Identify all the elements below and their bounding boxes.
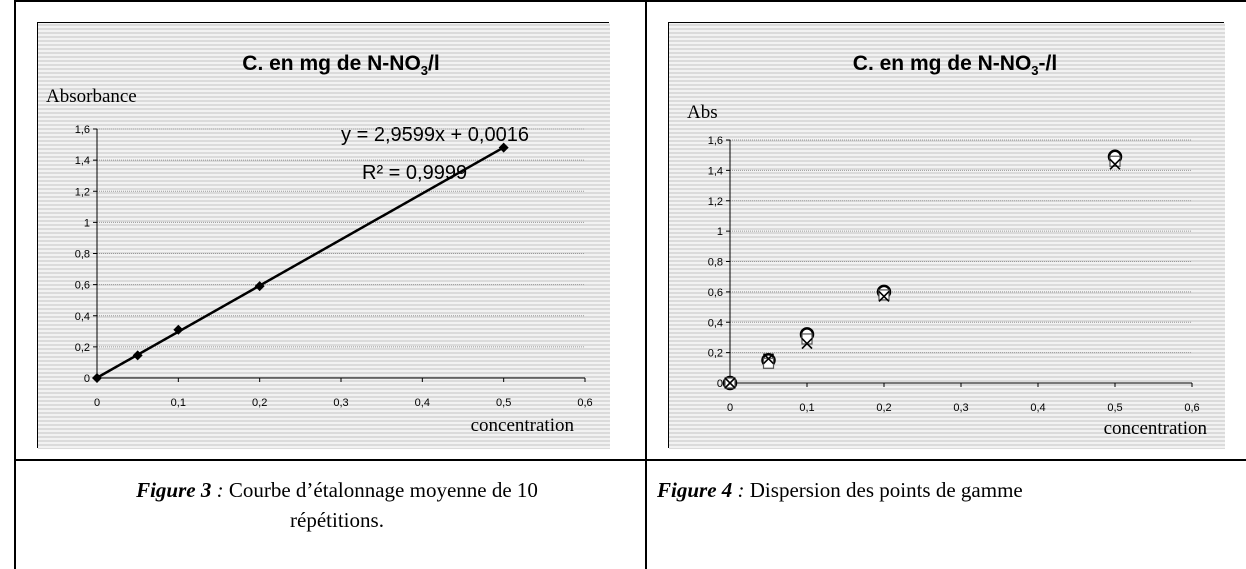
chart-figure-4-y-tick-label: 1,2 (708, 196, 723, 208)
chart-figure-3-title: C. en mg de N-NO3/l (242, 52, 439, 78)
chart-figure-3-r-squared: R² = 0,9999 (362, 162, 467, 184)
chart-figure-3-x-tick-label: 0,4 (415, 397, 430, 409)
chart-figure-3-y-tick-label: 1,4 (75, 155, 90, 167)
chart-figure-4-y-tick-label: 0,2 (708, 348, 723, 360)
chart-figure-4-y-tick-label: 1,4 (708, 165, 723, 177)
chart-figure-3-trendline (96, 146, 505, 379)
chart-figure-3-y-axis-label: Absorbance (46, 86, 137, 107)
figure-4-caption-text: Dispersion des points de gamme (749, 478, 1023, 502)
chart-figure-3-y-tick-label: 1,6 (75, 124, 90, 136)
figure-4-caption-label: Figure 4 (657, 478, 733, 502)
figure-3-caption-text: Courbe d’étalonnage moyenne de 10 (228, 478, 538, 502)
figure-3-caption-line-2: répétitions. (290, 508, 384, 532)
chart-figure-3-x-tick-label: 0 (94, 397, 100, 409)
chart-figure-4-series-2-point (878, 289, 890, 301)
chart-figure-4-series-3-point (1109, 158, 1121, 170)
chart-figure-4-series-3-point (762, 353, 775, 365)
chart-figure-4-y-tick-label: 1 (717, 226, 723, 238)
chart-figure-4-background (669, 23, 1225, 449)
chart-figure-4-x-tick-label: 0 (727, 402, 733, 414)
figure-4-caption-separator: : (732, 478, 750, 502)
chart-figure-3-y-tick-label: 0,8 (75, 249, 90, 261)
chart-figure-3-y-tick-label: 0,6 (75, 280, 90, 292)
chart-figure-4-y-tick-label: 0,6 (708, 287, 723, 299)
chart-figure-4-series-3-point (878, 290, 890, 302)
chart-figure-3-y-tick-label: 0 (84, 373, 90, 385)
frame-left-border (14, 0, 16, 569)
chart-figure-4-x-tick-label: 0,1 (799, 402, 814, 414)
chart-figure-3-data-point (173, 324, 184, 335)
chart-figure-3-x-tick-label: 0,6 (577, 397, 592, 409)
figure-3-caption-separator: : (211, 478, 229, 502)
chart-figure-4-series-3-point (801, 337, 813, 350)
chart-figure-4-x-axis-label: concentration (1104, 418, 1208, 439)
chart-figure-4-title: C. en mg de N-NO3-/l (853, 52, 1057, 78)
figure-3-caption-line-1: Figure 3 : Courbe d’étalonnage moyenne d… (37, 475, 637, 505)
chart-figure-4: C. en mg de N-NO3-/l Abs concentration 0… (668, 22, 1225, 449)
chart-figure-3-x-tick-label: 0,1 (171, 397, 186, 409)
chart-figure-4-y-tick-label: 0 (717, 378, 723, 390)
chart-figure-3-data-point (92, 373, 102, 383)
chart-figure-3-data-point (132, 350, 143, 361)
chart-figure-4-y-tick-label: 0,8 (708, 257, 723, 269)
figure-3-caption: Figure 3 : Courbe d’étalonnage moyenne d… (37, 475, 637, 535)
chart-figure-3-x-axis-label: concentration (471, 415, 575, 436)
frame-middle-divider (645, 0, 647, 569)
chart-figure-4-x-tick-label: 0,2 (876, 402, 891, 414)
chart-figure-4-svg: C. en mg de N-NO3-/l Abs concentration 0… (669, 23, 1225, 449)
chart-figure-3: C. en mg de N-NO3/l Absorbance concentra… (37, 22, 610, 449)
chart-figure-4-x-tick-label: 0,5 (1107, 402, 1122, 414)
frame-top-border (14, 0, 1246, 2)
chart-figure-4-x-tick-label: 0,4 (1030, 402, 1045, 414)
chart-figure-4-y-axis-label: Abs (687, 102, 718, 123)
chart-figure-4-series-2-point (1109, 155, 1121, 167)
chart-figure-3-x-tick-label: 0,2 (252, 397, 267, 409)
chart-figure-3-x-tick-label: 0,5 (496, 397, 511, 409)
figure-3-caption-label: Figure 3 (136, 478, 212, 502)
chart-figure-3-y-tick-label: 0,2 (75, 342, 90, 354)
frame-row-divider (14, 459, 1246, 461)
chart-figure-4-y-tick-label: 1,6 (708, 135, 723, 147)
chart-figure-3-svg: C. en mg de N-NO3/l Absorbance concentra… (38, 23, 610, 449)
chart-figure-3-x-tick-label: 0,3 (333, 397, 348, 409)
figure-4-caption: Figure 4 : Dispersion des points de gamm… (657, 475, 1237, 505)
chart-figure-3-equation: y = 2,9599x + 0,0016 (341, 124, 529, 146)
chart-figure-4-series-3-point (724, 377, 736, 389)
chart-figure-3-data-point (254, 281, 265, 292)
chart-figure-3-data-point (498, 142, 509, 153)
chart-figure-4-x-tick-label: 0,3 (953, 402, 968, 414)
chart-figure-3-y-tick-label: 1 (84, 217, 90, 229)
chart-figure-3-y-tick-label: 0,4 (75, 311, 90, 323)
chart-figure-3-y-tick-label: 1,2 (75, 186, 90, 198)
chart-figure-4-x-tick-label: 0,6 (1184, 402, 1199, 414)
chart-figure-4-y-tick-label: 0,4 (708, 317, 723, 329)
